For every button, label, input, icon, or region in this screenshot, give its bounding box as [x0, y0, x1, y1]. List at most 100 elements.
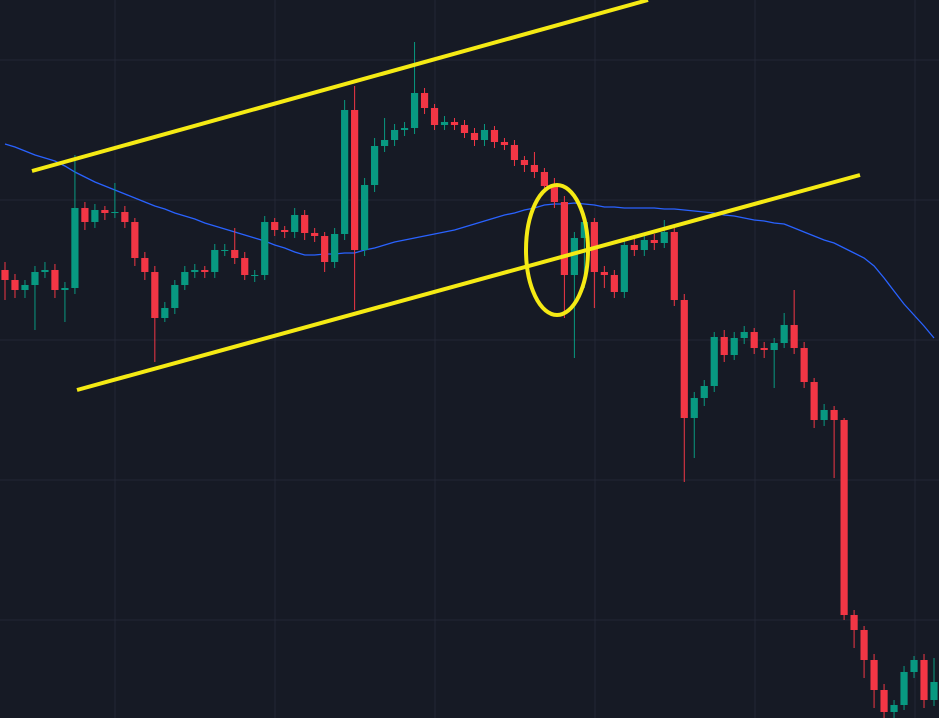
candle-body — [580, 222, 588, 238]
candle-body — [790, 325, 798, 348]
candle-body — [910, 660, 918, 672]
candle-body — [430, 108, 439, 125]
candle-body — [690, 398, 698, 418]
lower-trendline — [76, 173, 861, 392]
candle-body — [870, 660, 878, 690]
candle-body — [600, 272, 608, 275]
upper-trendline — [31, 0, 649, 173]
moving-average-line — [4, 143, 935, 339]
candle-body — [740, 332, 748, 338]
candle-body — [460, 125, 469, 133]
candle-body — [311, 233, 319, 236]
candle-body — [840, 420, 848, 615]
candle-body — [171, 285, 179, 308]
candle-body — [570, 238, 578, 275]
candle-body — [21, 285, 29, 290]
annotations — [31, 0, 861, 392]
candle-body — [550, 186, 559, 202]
candle-body — [520, 160, 529, 165]
candle-body — [660, 232, 668, 243]
candle-body — [390, 130, 399, 140]
candle-body — [850, 615, 858, 630]
candle-body — [640, 240, 648, 250]
candle-body — [930, 682, 938, 700]
candle-body — [361, 185, 369, 250]
candle-body — [680, 300, 688, 418]
candle-body — [380, 140, 389, 146]
candle-body — [131, 222, 139, 258]
candle-body — [860, 630, 868, 660]
candle-body — [41, 270, 49, 272]
candle-body — [730, 338, 738, 355]
candle-body — [560, 202, 568, 275]
candle-body — [420, 93, 429, 108]
candle-body — [510, 145, 519, 160]
candle-body — [241, 258, 249, 275]
candle-body — [321, 236, 329, 262]
candle-body — [470, 133, 479, 140]
candle-body — [191, 270, 199, 272]
candle-body — [630, 245, 638, 250]
candle-body — [121, 212, 129, 222]
candle-body — [281, 230, 289, 232]
candle-body — [271, 222, 279, 230]
candle-body — [251, 275, 259, 276]
candle-body — [490, 130, 499, 142]
candle-body — [410, 93, 419, 128]
candle-body — [770, 343, 778, 350]
candle-body — [890, 705, 898, 712]
candle-body — [900, 672, 908, 705]
candle-body — [111, 212, 119, 213]
candle-body — [400, 128, 409, 130]
candles — [1, 42, 938, 718]
candle-body — [71, 208, 79, 288]
candle-body — [61, 288, 69, 290]
candle-body — [231, 250, 239, 258]
candle-body — [440, 122, 449, 125]
candle-body — [91, 210, 99, 222]
candle-body — [351, 110, 359, 250]
candle-body — [750, 332, 758, 348]
candle-body — [720, 337, 728, 355]
candle-body — [201, 270, 209, 272]
candle-body — [151, 272, 159, 318]
candle-body — [81, 208, 89, 222]
candle-body — [540, 172, 549, 186]
candle-body — [301, 215, 309, 233]
candle-body — [341, 110, 349, 234]
candle-body — [221, 250, 229, 251]
candle-body — [530, 165, 539, 172]
candle-body — [820, 410, 828, 420]
candle-body — [11, 280, 19, 290]
candle-body — [780, 325, 788, 343]
candle-body — [710, 337, 718, 386]
candle-body — [331, 234, 339, 262]
candle-body — [181, 272, 189, 285]
candle-body — [211, 250, 219, 272]
candle-body — [480, 130, 489, 140]
candle-body — [830, 410, 838, 420]
highlight-ellipse — [524, 183, 590, 317]
candle-body — [1, 270, 9, 280]
candle-body — [800, 348, 808, 382]
candle-body — [141, 258, 149, 272]
candle-body — [670, 232, 678, 300]
candle-body — [880, 690, 888, 712]
candle-body — [920, 660, 928, 700]
candle-body — [161, 308, 169, 318]
candle-body — [450, 122, 459, 125]
candle-body — [760, 348, 768, 350]
candle-body — [371, 146, 379, 185]
candle-body — [31, 272, 39, 285]
candle-body — [610, 275, 618, 292]
candle-body — [51, 270, 59, 290]
candle-body — [650, 240, 658, 243]
candle-body — [620, 245, 628, 292]
candle-body — [700, 386, 708, 398]
candle-body — [291, 215, 299, 232]
candle-body — [810, 382, 818, 420]
candle-body — [101, 210, 109, 213]
